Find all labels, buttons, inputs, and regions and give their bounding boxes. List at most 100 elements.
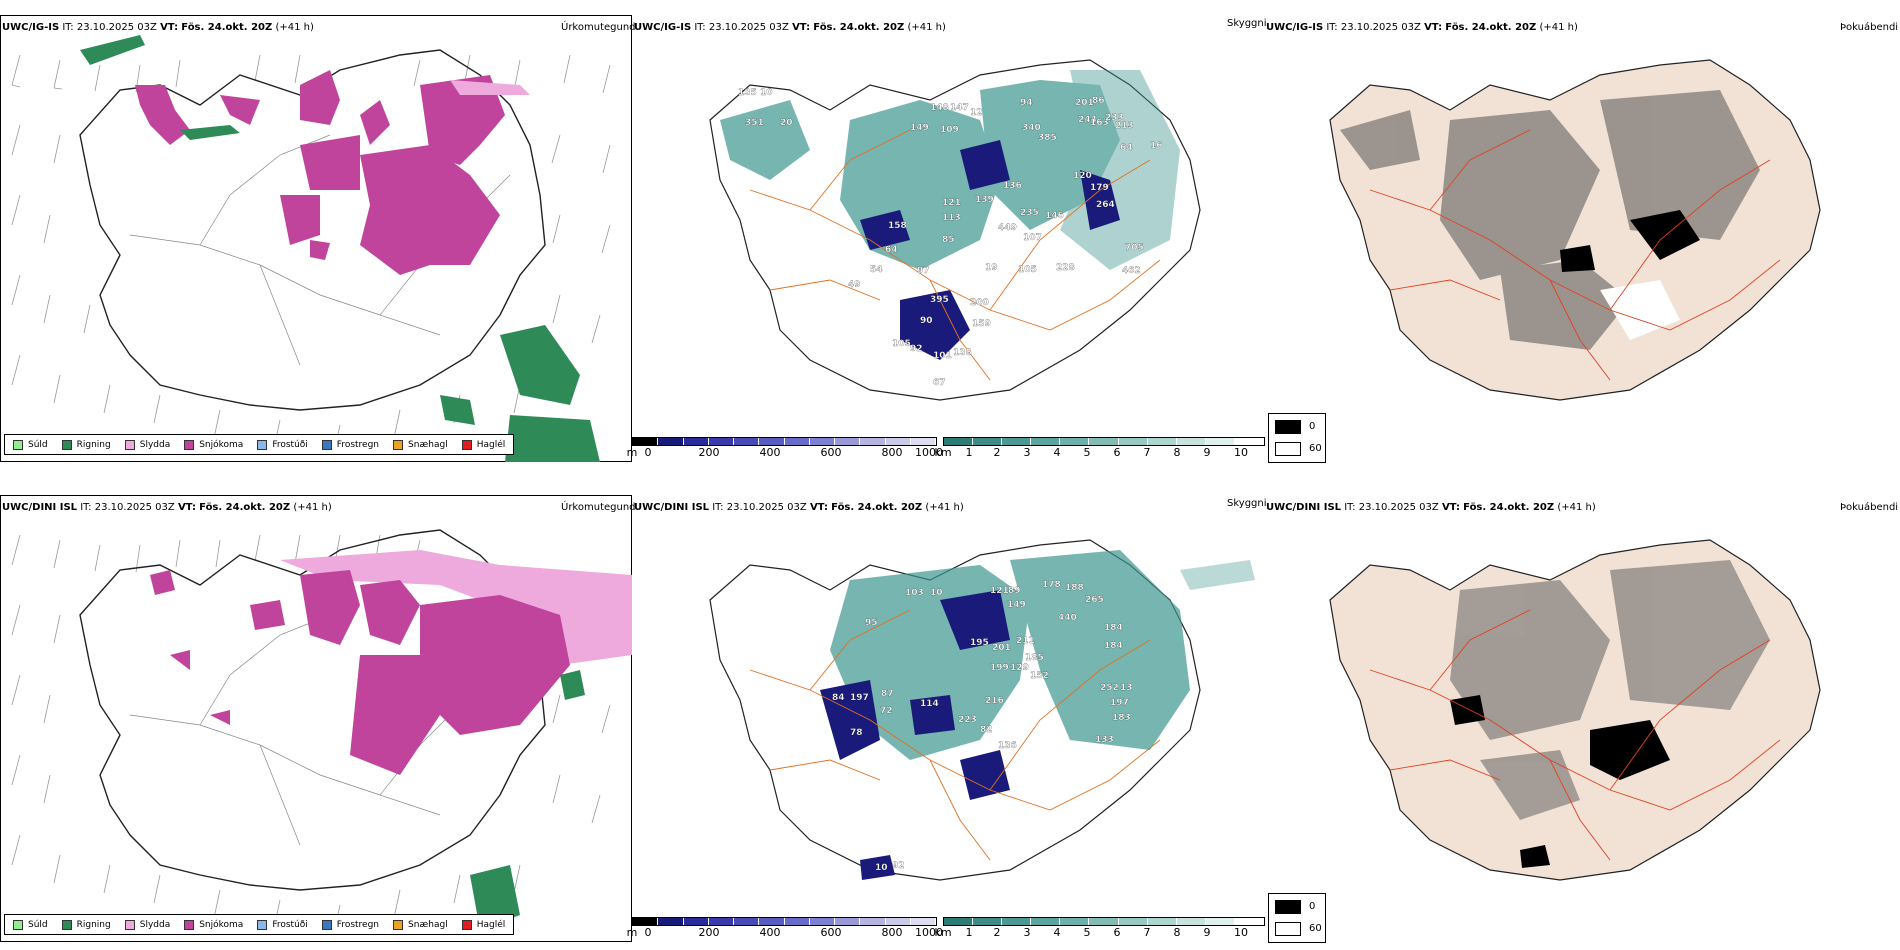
elev-color-segment — [885, 918, 911, 925]
cloud-label: 197 — [1110, 698, 1129, 708]
legend-swatch — [461, 439, 472, 450]
vis-color-segment — [1176, 438, 1206, 445]
cloud-label: 82 — [980, 725, 993, 735]
vis-color-segment — [1031, 918, 1061, 925]
elev-color-segment — [835, 438, 861, 445]
fog-map — [1329, 539, 1821, 881]
elev-color-segment — [683, 918, 709, 925]
legend-item-sud: Súld — [13, 439, 48, 450]
legend-item-snaehagl: Snæhagl — [393, 439, 448, 450]
vis-color-segment — [1089, 918, 1119, 925]
row-1: UWC/IG-IS IT: 23.10.2025 03Z VT: Fös. 24… — [0, 15, 1898, 463]
cloud-label: 351 — [745, 118, 764, 128]
cloud-label: 185 — [1025, 653, 1044, 663]
cloud-label: 265 — [1085, 595, 1104, 605]
legend-swatch — [13, 919, 23, 930]
cloud-label: 95 — [865, 618, 878, 628]
cloud-label: 159 — [972, 319, 991, 329]
legend-item-frostudi: Frostúði — [257, 439, 308, 450]
elev-color-segment — [809, 918, 835, 925]
legend-item-sud: Súld — [13, 919, 48, 930]
elev-color-segment — [835, 918, 861, 925]
cloud-label: 109 — [940, 125, 959, 135]
cloud-label: 199 — [990, 663, 1009, 673]
legend-item-snaehagl: Snæhagl — [393, 919, 448, 930]
cloud-label: 49 — [848, 280, 861, 290]
visibility-colorbar: km 1 2 3 4 5 6 7 8 9 10 — [934, 917, 1265, 940]
legend-swatch — [257, 439, 268, 450]
vis-color-segment — [1147, 918, 1177, 925]
cloud-label: 252 — [1100, 683, 1119, 693]
elev-color-segment — [734, 438, 760, 445]
legend-item-frostregn: Frostregn — [321, 439, 379, 450]
elev-color-segment — [683, 438, 709, 445]
snow-areas — [135, 70, 505, 275]
cloud-label: 54 — [870, 265, 883, 275]
cloud-label: 147 — [950, 103, 969, 113]
fog-legend-black — [1275, 420, 1301, 434]
vis-unit: km — [934, 926, 952, 939]
legend-item-slydda: Slydda — [124, 439, 170, 450]
fog-legend-white — [1275, 442, 1301, 456]
cloud-label: 84 — [832, 693, 845, 703]
vis-color-segment — [973, 438, 1003, 445]
cloud-label: 19 — [985, 263, 998, 273]
cloud-label: 228 — [1056, 263, 1075, 273]
elev-color-segment — [910, 918, 936, 925]
elev-color-segment — [708, 918, 734, 925]
cloud-label: 136 — [1003, 181, 1022, 191]
legend-swatch — [61, 439, 72, 450]
cloud-label: 120 — [1073, 171, 1092, 181]
cloud-label: 16 — [1150, 141, 1163, 151]
cloud-label: 235 — [1020, 208, 1039, 218]
legend-item-snjokoma: Snjókoma — [184, 439, 243, 450]
fog-white-area — [1600, 280, 1680, 340]
cloud-label: 78 — [850, 728, 863, 738]
road-network — [129, 614, 511, 846]
elev-color-segment — [658, 438, 684, 445]
cloud-label: 385 — [1038, 133, 1057, 143]
legend-item-frostregn: Frostregn — [321, 919, 379, 930]
cloud-label: 183 — [1112, 713, 1131, 723]
elev-color-segment — [809, 438, 835, 445]
precip-map — [11, 529, 632, 934]
cloud-label: 92 — [892, 861, 905, 871]
vis-color-segment — [1205, 918, 1235, 925]
vis-color-segment — [1234, 438, 1265, 445]
elev-color-segment — [734, 918, 760, 925]
elevation-colorbar: m 0 200 400 600 800 1000 — [627, 437, 943, 460]
cloud-base-labels: 135 10 351 20 148 147 12 149 109 94 201 … — [738, 88, 1163, 388]
fog-legend: 0 60 — [1268, 893, 1326, 943]
vis-color-segment — [1118, 918, 1148, 925]
cloud-label: 114 — [920, 699, 939, 709]
precip-header: UWC/IG-IS IT: 23.10.2025 03Z VT: Fös. 24… — [2, 22, 314, 33]
elev-color-segment — [759, 918, 785, 925]
cloud-label: 195 — [970, 638, 989, 648]
elev-color-segment — [784, 918, 810, 925]
cloud-label: 216 — [985, 696, 1004, 706]
legend-swatch — [13, 439, 23, 450]
cloud-label: 72 — [880, 706, 893, 716]
vis-color-segment — [1176, 918, 1206, 925]
cloud-title: Skyggni — [1227, 18, 1267, 29]
cloud-label: 133 — [1095, 735, 1114, 745]
vis-color-segment — [1205, 438, 1235, 445]
fog-header: UWC/IG-IS IT: 23.10.2025 03Z VT: Fös. 24… — [1266, 22, 1578, 33]
elev-color-segment — [759, 438, 785, 445]
precip-title: Úrkomutegund — [561, 22, 636, 33]
iceland-land — [1329, 59, 1821, 401]
cloud-label: 10 — [930, 588, 943, 598]
cloud-label: 200 — [970, 298, 989, 308]
cloud-label: 184 — [1104, 623, 1123, 633]
legend-swatch — [184, 439, 195, 450]
cloud-label: 233 — [1105, 113, 1124, 123]
cloud-label: 136 — [998, 741, 1017, 751]
vis-color-segment — [944, 918, 974, 925]
cloud-label: 211 — [1016, 636, 1035, 646]
cloud-label: 138 — [953, 348, 972, 358]
cloud-label: 101 — [933, 351, 952, 361]
row-2: UWC/DINI ISL IT: 23.10.2025 03Z VT: Fös.… — [0, 480, 1900, 950]
elev-color-segment — [860, 438, 886, 445]
fog-title: Þokuábendi — [1840, 502, 1899, 513]
cloud-label: 462 — [1122, 266, 1141, 276]
